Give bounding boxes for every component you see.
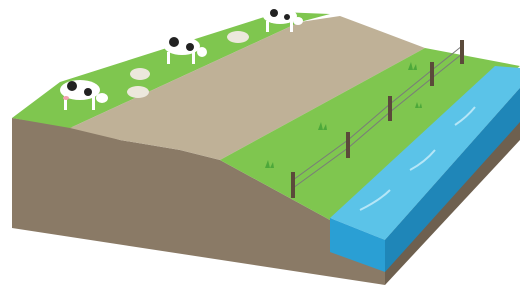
illustration (0, 0, 523, 291)
page (0, 0, 523, 291)
